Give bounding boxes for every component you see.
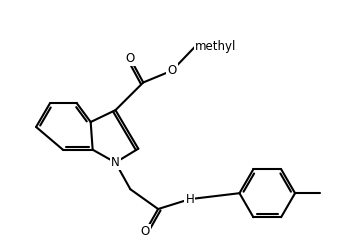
Text: O: O: [126, 52, 135, 65]
Text: methyl: methyl: [195, 40, 236, 53]
Text: O: O: [141, 225, 150, 238]
Text: H: H: [186, 193, 194, 206]
Text: O: O: [167, 64, 177, 77]
Text: N: N: [111, 156, 120, 169]
